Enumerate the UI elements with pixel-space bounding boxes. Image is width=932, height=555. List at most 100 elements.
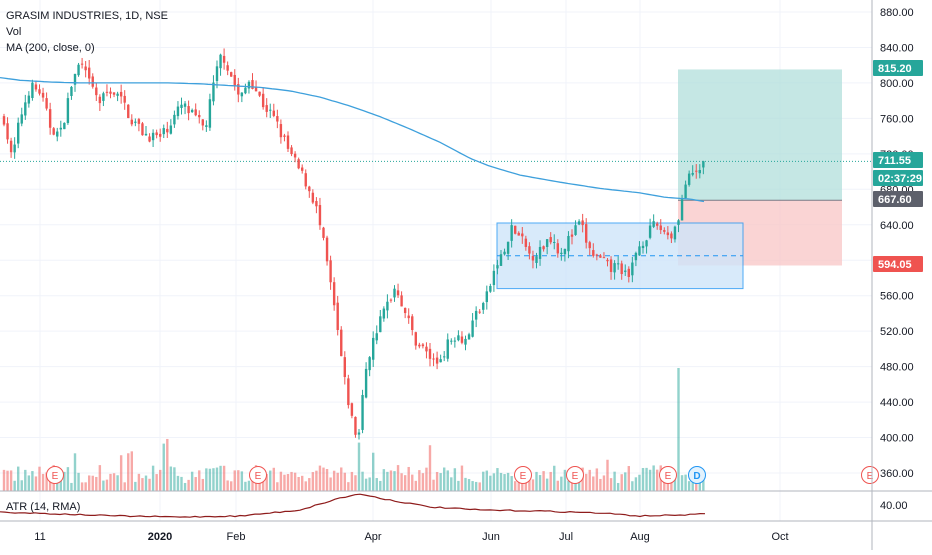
candle-body <box>73 73 77 85</box>
candle-body <box>375 333 378 341</box>
volume-bar <box>183 482 187 491</box>
volume-legend[interactable]: Vol <box>6 26 22 38</box>
profit-zone <box>678 69 842 201</box>
time-axis-label: Aug <box>630 531 650 543</box>
earnings-marker-label: E <box>520 471 527 482</box>
candle-body <box>205 125 208 127</box>
time-axis-label: 2020 <box>148 531 172 543</box>
volume-bar <box>130 451 133 491</box>
volume-bar <box>119 455 123 491</box>
candle-body <box>190 109 194 113</box>
candle-body <box>482 303 485 310</box>
candle-body <box>293 153 297 158</box>
candle-body <box>609 259 613 272</box>
candle-body <box>631 262 634 276</box>
candle-body <box>372 337 375 360</box>
volume-bar <box>20 480 23 491</box>
volume-bar <box>425 467 428 491</box>
candle-body <box>80 63 84 65</box>
candle-body <box>602 257 606 259</box>
volume-bar <box>687 481 691 491</box>
volume-bar <box>105 479 109 491</box>
candle-body <box>137 119 141 124</box>
volume-bar <box>364 478 368 491</box>
volume-bar <box>315 470 318 491</box>
volume-bar <box>592 476 595 491</box>
volume-bar <box>343 472 346 491</box>
candle-body <box>254 86 258 92</box>
volume-bar <box>304 481 307 491</box>
candle-body <box>38 89 41 94</box>
volume-bar <box>542 471 545 491</box>
candle-body <box>425 346 428 352</box>
candle-body <box>304 173 307 187</box>
candle-body <box>514 225 517 234</box>
time-axis-label: Jun <box>482 531 500 543</box>
price-tag-bg <box>873 60 923 76</box>
volume-bar <box>340 467 343 491</box>
candle-body <box>315 201 318 207</box>
atr-line <box>0 493 706 518</box>
price-tag-bg <box>873 152 923 168</box>
volume-bar <box>535 471 538 491</box>
candle-body <box>301 167 304 171</box>
candle-body <box>379 316 382 333</box>
candle-body <box>105 91 109 93</box>
candle-body <box>382 308 386 319</box>
volume-bar <box>318 465 322 491</box>
volume-bar <box>2 469 6 491</box>
volume-bar <box>212 468 215 491</box>
volume-bar <box>453 468 457 491</box>
volume-bar <box>237 470 240 491</box>
candle-body <box>343 357 346 378</box>
volume-bar <box>645 467 648 491</box>
candle-body <box>350 403 354 416</box>
ma-legend[interactable]: MA (200, close, 0) <box>6 42 95 54</box>
volume-bar <box>585 473 588 491</box>
atr-legend[interactable]: ATR (14, RMA) <box>6 501 80 513</box>
volume-bar <box>301 475 304 491</box>
candle-body <box>173 114 176 125</box>
volume-bar <box>45 472 48 491</box>
volume-bar <box>545 478 549 491</box>
volume-bar <box>350 471 354 491</box>
volume-bar <box>549 471 552 491</box>
candle-body <box>102 93 105 101</box>
candle-body <box>194 109 197 116</box>
candle-body <box>528 246 531 254</box>
candle-body <box>464 338 467 345</box>
dividend-marker-label: D <box>693 471 700 482</box>
candle-body <box>201 119 204 126</box>
symbol-legend[interactable]: GRASIM INDUSTRIES, 1D, NSE <box>6 10 168 22</box>
candle-body <box>290 147 293 155</box>
candle-body <box>446 339 449 359</box>
candle-body <box>215 66 219 81</box>
volume-bar <box>411 474 414 491</box>
ma-line <box>0 76 705 203</box>
candle-body <box>634 252 638 261</box>
candle-body <box>467 334 471 340</box>
volume-bar <box>48 481 52 491</box>
candle-body <box>698 170 701 174</box>
candle-body <box>276 116 279 122</box>
candle-body <box>272 110 275 116</box>
atr-legend-label: ATR (14, RMA) <box>6 501 81 513</box>
volume-bar <box>368 477 371 491</box>
candle-body <box>308 186 311 192</box>
volume-bar <box>265 474 268 491</box>
candle-body <box>656 223 659 226</box>
earnings-marker-circle <box>659 466 677 484</box>
price-tag: 711.55 <box>873 152 923 168</box>
candle-body <box>439 359 442 363</box>
candle-body <box>112 92 116 95</box>
volume-bar <box>602 475 606 491</box>
volume-bar <box>38 466 41 491</box>
candle-body <box>524 238 528 247</box>
candle-body <box>556 243 559 254</box>
candle-body <box>187 106 190 114</box>
candle-body <box>499 254 503 266</box>
volume-bar <box>354 475 357 491</box>
candle-body <box>123 95 126 103</box>
